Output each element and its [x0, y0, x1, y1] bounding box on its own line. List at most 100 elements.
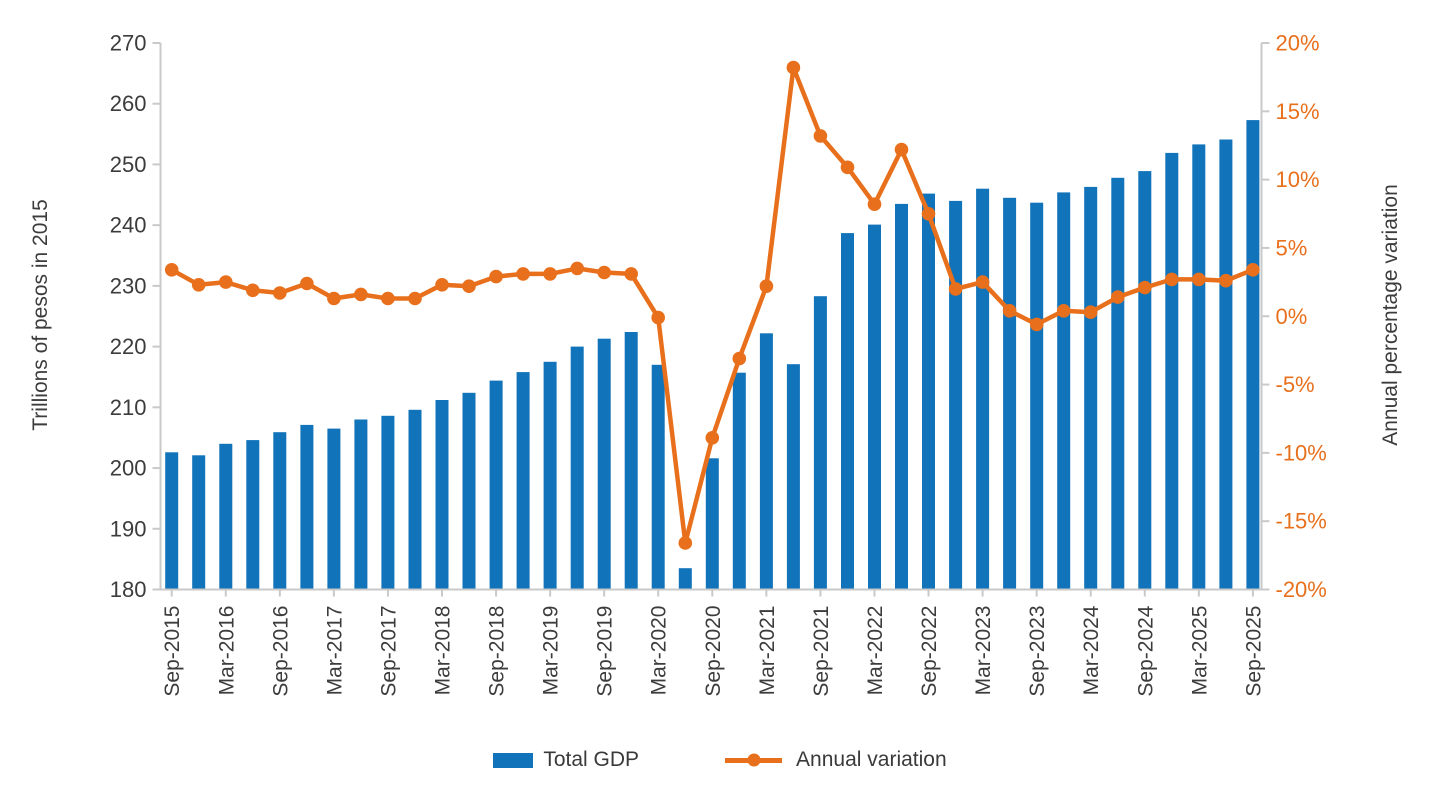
legend-label-total-gdp: Total GDP [543, 748, 640, 771]
line-point [705, 431, 720, 445]
bar [489, 380, 503, 590]
right-tick-label: 10% [1276, 167, 1320, 192]
line-point [300, 276, 314, 291]
left-tick-label: 200 [110, 456, 147, 481]
line-point [1029, 317, 1044, 332]
bar [408, 409, 422, 590]
bar [300, 424, 314, 590]
legend-entry-total-gdp: Total GDP [493, 748, 639, 772]
bar [1219, 139, 1233, 590]
bar [273, 432, 287, 590]
bar [1030, 202, 1044, 590]
bar [786, 364, 800, 590]
x-tick-label: Sep-2020 [702, 606, 725, 697]
line-point [651, 310, 665, 325]
line-point [1111, 290, 1125, 304]
x-tick-label: Mar-2022 [864, 606, 887, 696]
bar [1057, 192, 1071, 590]
x-tick-label: Mar-2016 [215, 606, 238, 696]
x-tick-label: Sep-2018 [486, 606, 509, 697]
bar [327, 428, 341, 590]
bar [976, 188, 990, 590]
line-point [624, 267, 638, 281]
line-point [489, 269, 503, 284]
bar [922, 193, 935, 590]
line-point [1246, 263, 1260, 277]
bar [1246, 120, 1260, 590]
bar [246, 440, 260, 590]
bar-series [165, 120, 1260, 590]
line-point [543, 267, 557, 281]
x-tick-label: Sep-2023 [1026, 606, 1049, 697]
line-point [732, 351, 747, 366]
x-tick-label: Mar-2025 [1188, 606, 1211, 696]
line-point [516, 267, 530, 281]
x-tick-label: Mar-2021 [756, 606, 779, 696]
left-tick-label: 230 [110, 273, 147, 298]
bar [435, 400, 449, 590]
line-point [1056, 304, 1071, 318]
bar [165, 452, 179, 590]
right-tick-label: 0% [1276, 304, 1308, 329]
x-tick-label: Sep-2025 [1242, 606, 1265, 697]
line-point [840, 160, 855, 175]
line-point [273, 286, 287, 300]
line-point [1165, 272, 1179, 287]
line-point [948, 282, 963, 296]
left-tick-label: 210 [110, 395, 147, 420]
bar [759, 333, 773, 590]
line-point [1083, 305, 1098, 320]
bar [354, 419, 368, 590]
line-point [408, 291, 422, 306]
right-tick-label: -15% [1276, 509, 1327, 534]
line-point [381, 291, 395, 306]
annual-variation-swatch [725, 753, 783, 768]
x-tick-label: Sep-2024 [1134, 605, 1157, 696]
line-point [867, 197, 882, 211]
line-point [327, 291, 341, 306]
left-tick-label: 220 [110, 334, 147, 359]
line-point [975, 275, 990, 289]
bar [516, 372, 530, 590]
x-tick-label: Sep-2021 [810, 606, 833, 697]
x-tick-label: Mar-2020 [648, 606, 671, 696]
bar [381, 415, 395, 590]
x-tick-label: Sep-2022 [918, 606, 941, 697]
x-tick-label: Mar-2024 [1080, 605, 1103, 695]
right-tick-label: -10% [1276, 440, 1327, 465]
left-tick-label: 240 [110, 213, 147, 238]
bar [624, 332, 638, 590]
bar [1165, 152, 1179, 590]
x-tick-label: Mar-2019 [540, 606, 563, 696]
line-point [219, 275, 233, 289]
line-point [164, 263, 179, 277]
x-tick-label: Sep-2017 [377, 606, 400, 697]
right-tick-label: 5% [1276, 235, 1308, 260]
x-tick-label: Sep-2019 [594, 606, 617, 697]
right-axis-ticks: -20% -15% -10% -5% 0% 5% 10% 15% 20% [1261, 31, 1327, 602]
line-point [678, 536, 693, 550]
left-tick-label: 260 [110, 91, 147, 116]
bar [192, 455, 206, 590]
line-point [191, 278, 206, 292]
bar [597, 338, 611, 590]
bar [841, 233, 854, 590]
legend: Total GDP Annual variation [0, 748, 1440, 772]
x-tick-label: Sep-2015 [161, 606, 184, 697]
left-axis-ticks: 180 190 200 210 220 230 240 250 260 270 [110, 31, 161, 602]
line-point [1192, 272, 1206, 287]
line-point [1002, 304, 1017, 318]
line-point [462, 279, 476, 294]
line-swatch-dot [747, 753, 761, 767]
bar [1192, 144, 1206, 590]
bar [1003, 197, 1017, 590]
line-series [164, 60, 1260, 550]
bar [1084, 186, 1098, 590]
bar [949, 200, 963, 590]
x-tick-label: Mar-2017 [323, 606, 346, 696]
line-point [1219, 273, 1233, 288]
bar [705, 458, 719, 590]
right-tick-label: -5% [1276, 372, 1315, 397]
x-tick-label: Mar-2018 [432, 606, 455, 696]
